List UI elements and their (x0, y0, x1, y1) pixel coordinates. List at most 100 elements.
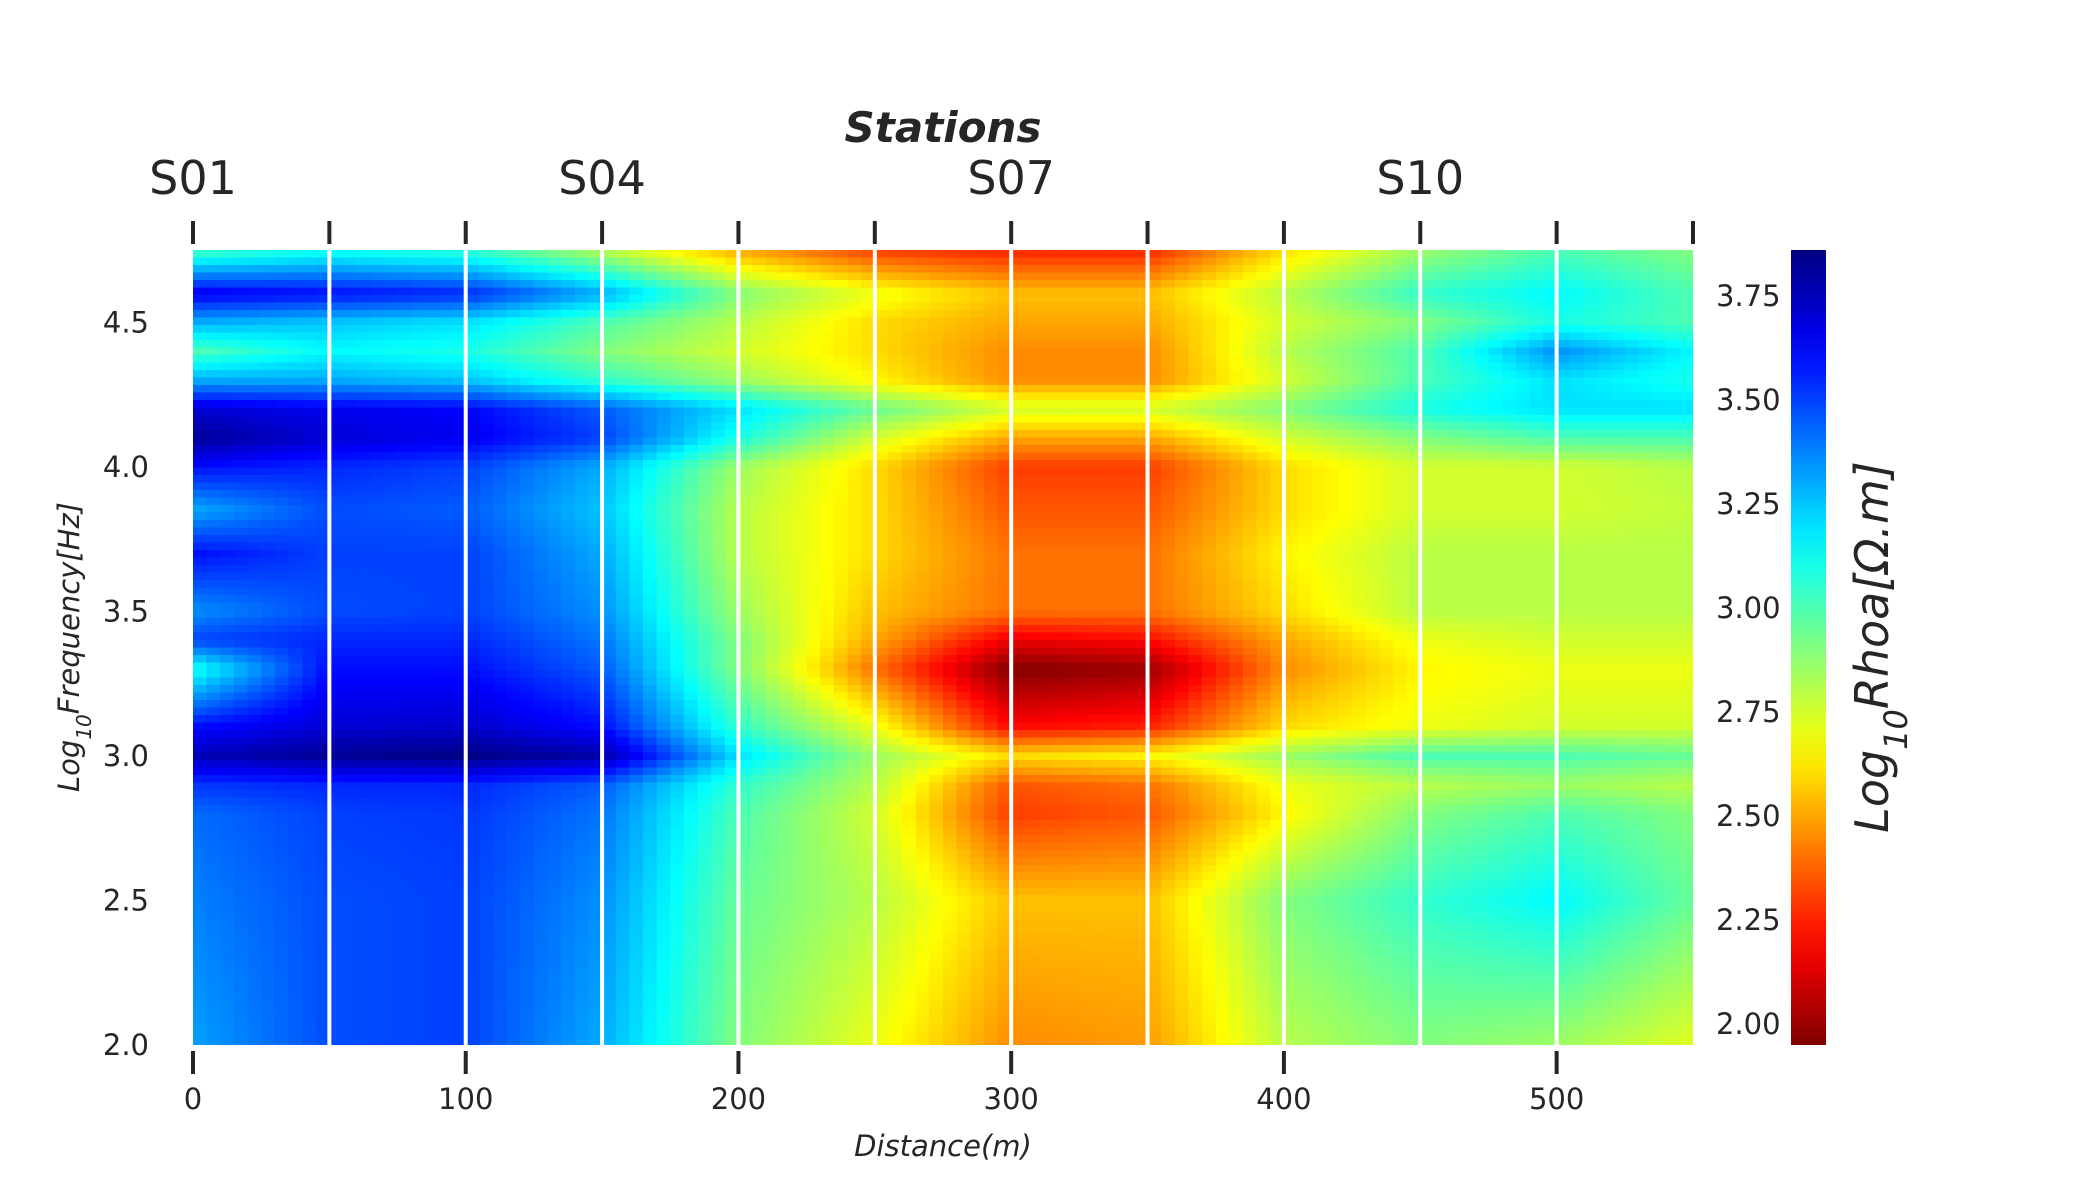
heatmap-cell (1570, 512, 1585, 521)
heatmap-cell (1597, 325, 1612, 334)
heatmap-cell (1202, 505, 1217, 514)
heatmap-cell (1024, 580, 1040, 589)
heatmap-cell (711, 250, 726, 259)
heatmap-cell (383, 332, 399, 341)
heatmap-cell (1133, 332, 1149, 341)
heatmap-cell (220, 527, 235, 536)
heatmap-cell (1433, 505, 1449, 514)
heatmap-cell (1188, 475, 1203, 484)
heatmap-cell (861, 407, 876, 416)
heatmap-cell (356, 257, 371, 266)
heatmap-cell (779, 422, 794, 431)
heatmap-cell (943, 325, 958, 334)
heatmap-cell (724, 475, 740, 484)
heatmap-cell (343, 467, 358, 476)
heatmap-cell (1256, 415, 1271, 424)
heatmap-cell (520, 310, 535, 319)
heatmap-cell (711, 362, 726, 371)
heatmap-cell (1665, 362, 1680, 371)
heatmap-cell (479, 385, 494, 394)
heatmap-cell (356, 430, 371, 439)
heatmap-cell (1420, 430, 1435, 439)
heatmap-cell (915, 565, 930, 574)
heatmap-cell (452, 557, 467, 566)
heatmap-cell (1338, 542, 1353, 551)
heatmap-cell (724, 482, 740, 491)
heatmap-cell (1283, 482, 1299, 491)
heatmap-cell (643, 362, 658, 371)
heatmap-cell (383, 497, 399, 506)
heatmap-cell (956, 295, 971, 304)
heatmap-cell (861, 422, 876, 431)
heatmap-cell (506, 580, 521, 589)
heatmap-cell (302, 445, 317, 454)
heatmap-cell (1215, 422, 1230, 431)
heatmap-cell (343, 370, 358, 379)
heatmap-cell (1229, 287, 1244, 296)
heatmap-cell (738, 542, 753, 551)
heatmap-cell (1065, 475, 1080, 484)
heatmap-cell (1543, 340, 1558, 349)
heatmap-cell (1133, 452, 1149, 461)
heatmap-cell (1106, 347, 1121, 356)
heatmap-cell (288, 535, 303, 544)
heatmap-cell (452, 542, 467, 551)
heatmap-cell (261, 557, 276, 566)
heatmap-cell (533, 400, 549, 409)
heatmap-cell (1283, 287, 1299, 296)
heatmap-cell (520, 587, 535, 596)
heatmap-cell (1652, 362, 1667, 371)
heatmap-cell (1215, 250, 1230, 259)
heatmap-cell (724, 325, 740, 334)
heatmap-cell (1570, 392, 1585, 401)
heatmap-cell (1488, 415, 1503, 424)
heatmap-cell (356, 535, 371, 544)
heatmap-cell (683, 362, 699, 371)
heatmap-cell (1583, 370, 1599, 379)
heatmap-cell (1229, 460, 1244, 469)
heatmap-cell (1529, 512, 1544, 521)
heatmap-cell (1038, 580, 1053, 589)
heatmap-cell (1283, 445, 1299, 454)
heatmap-cell (943, 250, 958, 259)
heatmap-cell (602, 355, 617, 364)
heatmap-cell (220, 520, 235, 529)
heatmap-cell (424, 287, 440, 296)
heatmap-cell (329, 280, 344, 289)
heatmap-cell (520, 572, 535, 581)
heatmap-cell (629, 587, 644, 596)
heatmap-cell (1024, 452, 1040, 461)
heatmap-cell (1270, 445, 1285, 454)
heatmap-cell (479, 340, 494, 349)
heatmap-cell (479, 392, 494, 401)
heatmap-cell (1365, 310, 1380, 319)
heatmap-cell (1079, 482, 1094, 491)
heatmap-cell (1365, 557, 1380, 566)
heatmap-cell (233, 415, 249, 424)
heatmap-cell (833, 430, 849, 439)
heatmap-cell (1215, 325, 1230, 334)
heatmap-cell (465, 272, 480, 281)
heatmap-cell (806, 475, 821, 484)
heatmap-cell (1311, 287, 1326, 296)
heatmap-cell (1283, 497, 1299, 506)
heatmap-cell (1243, 520, 1258, 529)
heatmap-cell (1597, 287, 1612, 296)
heatmap-cell (1515, 310, 1530, 319)
heatmap-cell (438, 475, 453, 484)
heatmap-cell (343, 400, 358, 409)
heatmap-cell (1433, 295, 1449, 304)
heatmap-cell (1038, 385, 1053, 394)
heatmap-cell (329, 475, 344, 484)
heatmap-cell (915, 452, 930, 461)
heatmap-cell (1202, 415, 1217, 424)
heatmap-cell (929, 257, 944, 266)
heatmap-cell (1120, 497, 1135, 506)
heatmap-cell (1188, 565, 1203, 574)
heatmap-cell (683, 257, 699, 266)
heatmap-cell (1461, 407, 1476, 416)
heatmap-cell (1406, 490, 1421, 499)
heatmap-cell (602, 302, 617, 311)
heatmap-cell (997, 505, 1012, 514)
heatmap-cell (520, 467, 535, 476)
